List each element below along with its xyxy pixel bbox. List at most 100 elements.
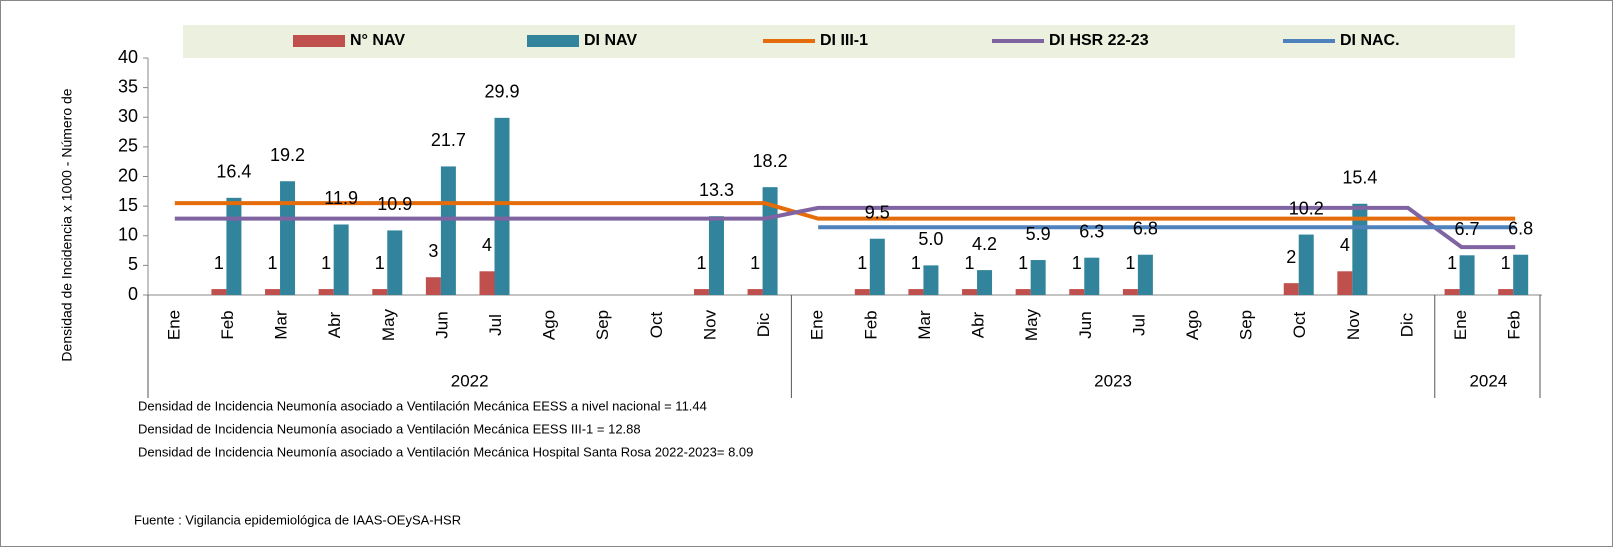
bar [1337,271,1353,295]
y-tick-label: 25 [118,136,138,156]
data-label: 10.9 [377,194,412,214]
note: Densidad de Incidencia Neumonía asociado… [138,421,641,436]
bar [869,238,885,295]
bar [1459,255,1475,295]
bar [693,289,709,295]
x-tick-label: Nov [1344,309,1363,340]
data-label: 4.2 [972,234,997,254]
x-tick-label: Jul [1129,314,1148,336]
bar [908,289,924,295]
bar [1298,234,1314,295]
bar [1513,254,1529,295]
legend-label: DI HSR 22-23 [1049,32,1149,49]
legend-swatch [527,35,579,47]
bar [1069,289,1085,295]
x-tick-label: Abr [969,311,988,338]
legend-swatch [293,35,345,47]
bar [211,289,227,295]
note: Densidad de Incidencia Neumonía asociado… [138,398,707,413]
data-label: 19.2 [270,145,305,165]
data-label: 11.9 [324,188,358,208]
bar [372,289,388,295]
bar [1015,289,1031,295]
x-tick-label: Ago [1183,310,1202,340]
data-label: 1 [1501,253,1511,273]
data-label: 5.0 [918,229,943,249]
data-label: 16.4 [216,162,251,182]
bar [333,224,349,295]
bar [280,181,296,295]
x-tick-label: Abr [325,311,344,338]
note: Densidad de Incidencia Neumonía asociado… [138,444,753,459]
data-label: 4 [482,235,492,255]
x-tick-label: Jun [432,311,451,338]
x-tick-label: Jun [1076,311,1095,338]
legend-label: DI NAV [584,32,637,49]
x-tick-label: Nov [700,309,719,340]
bar [762,187,778,295]
y-tick-label: 40 [118,47,138,67]
bar [708,216,724,295]
bar [1137,254,1153,295]
data-label: 1 [696,253,706,273]
bar [977,270,993,295]
bar [425,277,441,295]
data-label: 1 [911,253,921,273]
group-label: 2023 [1094,371,1132,390]
x-tick-label: Mar [272,310,291,340]
data-label: 1 [214,253,224,273]
x-tick-label: Sep [593,310,612,340]
bar [1122,289,1138,295]
bar [1030,260,1046,295]
legend-label: DI NAC. [1340,32,1400,49]
x-tick-label: May [379,308,398,341]
bar [440,166,456,295]
data-label: 6.7 [1455,219,1480,239]
group-label: 2024 [1469,371,1507,390]
data-label: 13.3 [699,180,734,200]
line [174,205,1516,250]
data-label: 9.5 [865,202,890,222]
y-tick-label: 20 [118,165,138,185]
data-label: 6.3 [1079,221,1104,241]
data-label: 1 [375,253,385,273]
bar [923,265,939,295]
x-tick-label: May [1022,308,1041,341]
bar [1444,289,1460,295]
data-label: 1 [1072,253,1082,273]
data-label: 4 [1340,235,1350,255]
x-tick-label: Dic [1397,312,1416,337]
bar [962,289,978,295]
group-label: 2022 [451,371,489,390]
data-label: 3 [428,241,438,261]
data-label: 1 [321,253,331,273]
legend-label: DI III-1 [820,32,868,49]
data-label: 5.9 [1026,224,1051,244]
bar [318,289,334,295]
bar [854,289,870,295]
bar [479,271,495,295]
bar [747,289,763,295]
data-label: 10.2 [1289,198,1324,218]
y-tick-label: 5 [128,254,138,274]
bar [1084,257,1100,295]
y-tick-label: 10 [118,225,138,245]
x-tick-label: Ene [1451,310,1470,340]
bar [1498,289,1514,295]
y-tick-label: 30 [118,106,138,126]
data-label: 18.2 [753,151,788,171]
bar [265,289,281,295]
data-label: 1 [268,253,278,273]
y-tick-label: 0 [128,284,138,304]
x-tick-label: Ene [808,310,827,340]
data-label: 15.4 [1342,168,1377,188]
data-label: 21.7 [431,130,466,150]
data-label: 29.9 [484,82,519,102]
x-tick-label: Ago [540,310,559,340]
x-tick-label: Oct [647,312,666,339]
x-tick-label: Jul [486,314,505,336]
x-tick-label: Sep [1237,310,1256,340]
y-axis-label: Densidad de Incidencia x 1000 - Número d… [59,88,75,361]
